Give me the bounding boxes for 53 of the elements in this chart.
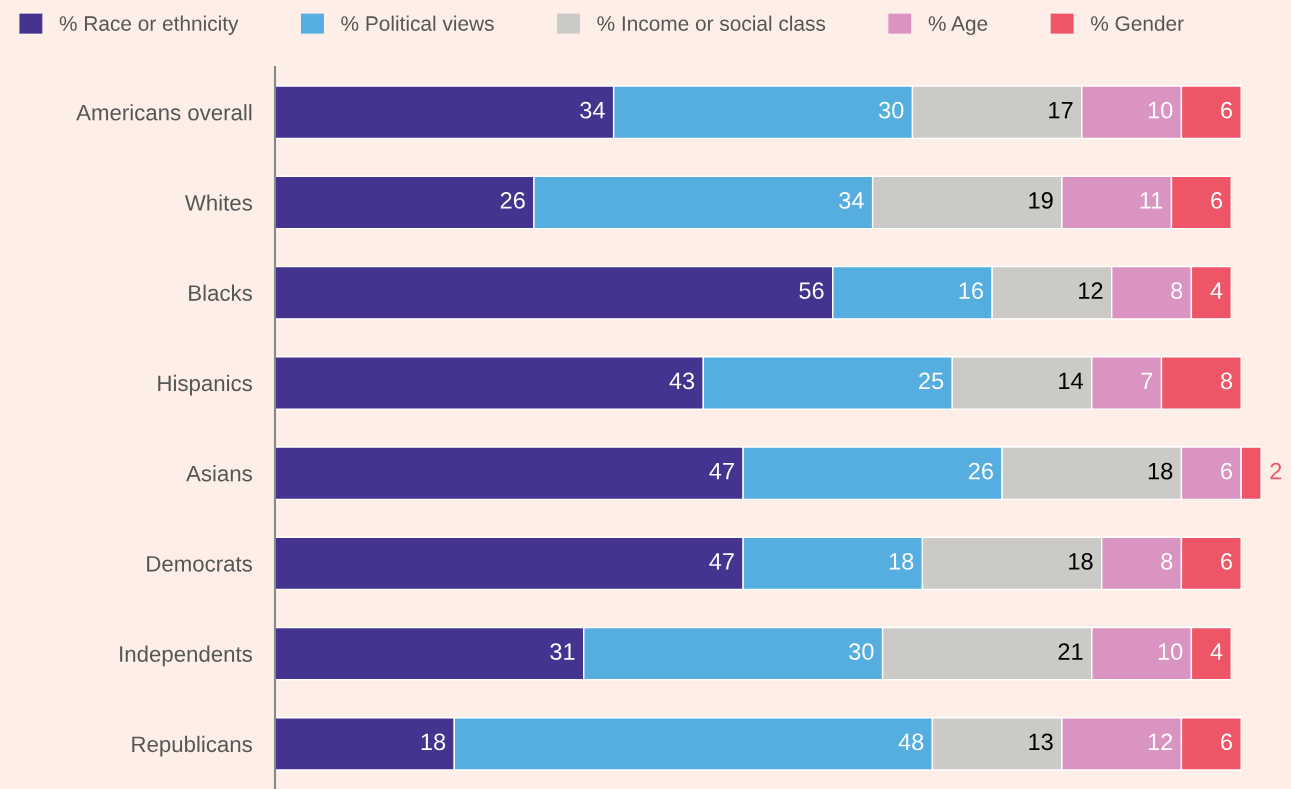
data-label: 47 [709,553,734,570]
data-label: 17 [1049,102,1073,119]
y-tick-label: Hispanics [158,374,252,396]
data-label: 48 [898,733,924,751]
data-label: 13 [1029,733,1053,751]
y-tick-label: Democrats [147,556,252,572]
data-label: 7 [1141,372,1153,390]
data-label: 12 [1148,733,1173,750]
data-label: 18 [1069,553,1093,570]
data-label: 16 [959,282,984,300]
data-label: 8 [1171,282,1183,300]
legend-label: % Income or social class [597,15,826,31]
data-label: 21 [1058,643,1083,660]
data-label: 31 [550,643,575,660]
data-label: 18 [1148,462,1173,480]
y-tick-label: Asians [186,465,252,482]
y-tick-label: Whites [184,194,252,211]
data-label: 18 [421,733,446,751]
data-label: 4 [1210,282,1223,299]
data-label: 4 [1210,643,1223,660]
data-label: 56 [799,282,824,300]
data-label: 10 [1158,643,1183,660]
data-label: 8 [1220,372,1233,390]
data-label: 6 [1221,733,1233,751]
legend-label: % Age [928,16,988,36]
data-label: 19 [1029,192,1053,209]
data-label: 30 [849,643,874,660]
data-label: 26 [500,192,525,209]
data-label: 14 [1059,372,1083,390]
data-label: 18 [889,553,914,570]
legend-label: % Race or ethnicity [59,15,239,36]
data-label: 26 [968,462,993,480]
data-label: 25 [919,372,944,390]
legend-label: % Gender [1090,15,1184,31]
legend-label: % Political views [341,15,494,31]
data-label: 6 [1221,101,1233,119]
data-label: 11 [1140,192,1163,209]
data-label: 30 [879,101,904,119]
y-tick-label: Americans overall [76,104,252,121]
y-tick-label: Independents [120,645,252,667]
data-label: 6 [1221,553,1233,570]
data-label: 6 [1211,192,1223,209]
data-label: 8 [1161,553,1173,570]
y-tick-label: Blacks [189,284,252,301]
data-label: 10 [1148,101,1173,119]
data-label: 12 [1079,282,1103,299]
data-label: 34 [839,192,864,209]
data-label: 6 [1221,462,1233,480]
data-label: 43 [669,372,695,390]
y-tick-label: Republicans [132,735,252,757]
data-label: 47 [709,463,734,480]
data-label: 34 [580,101,605,119]
data-label: 2 [1270,462,1282,480]
